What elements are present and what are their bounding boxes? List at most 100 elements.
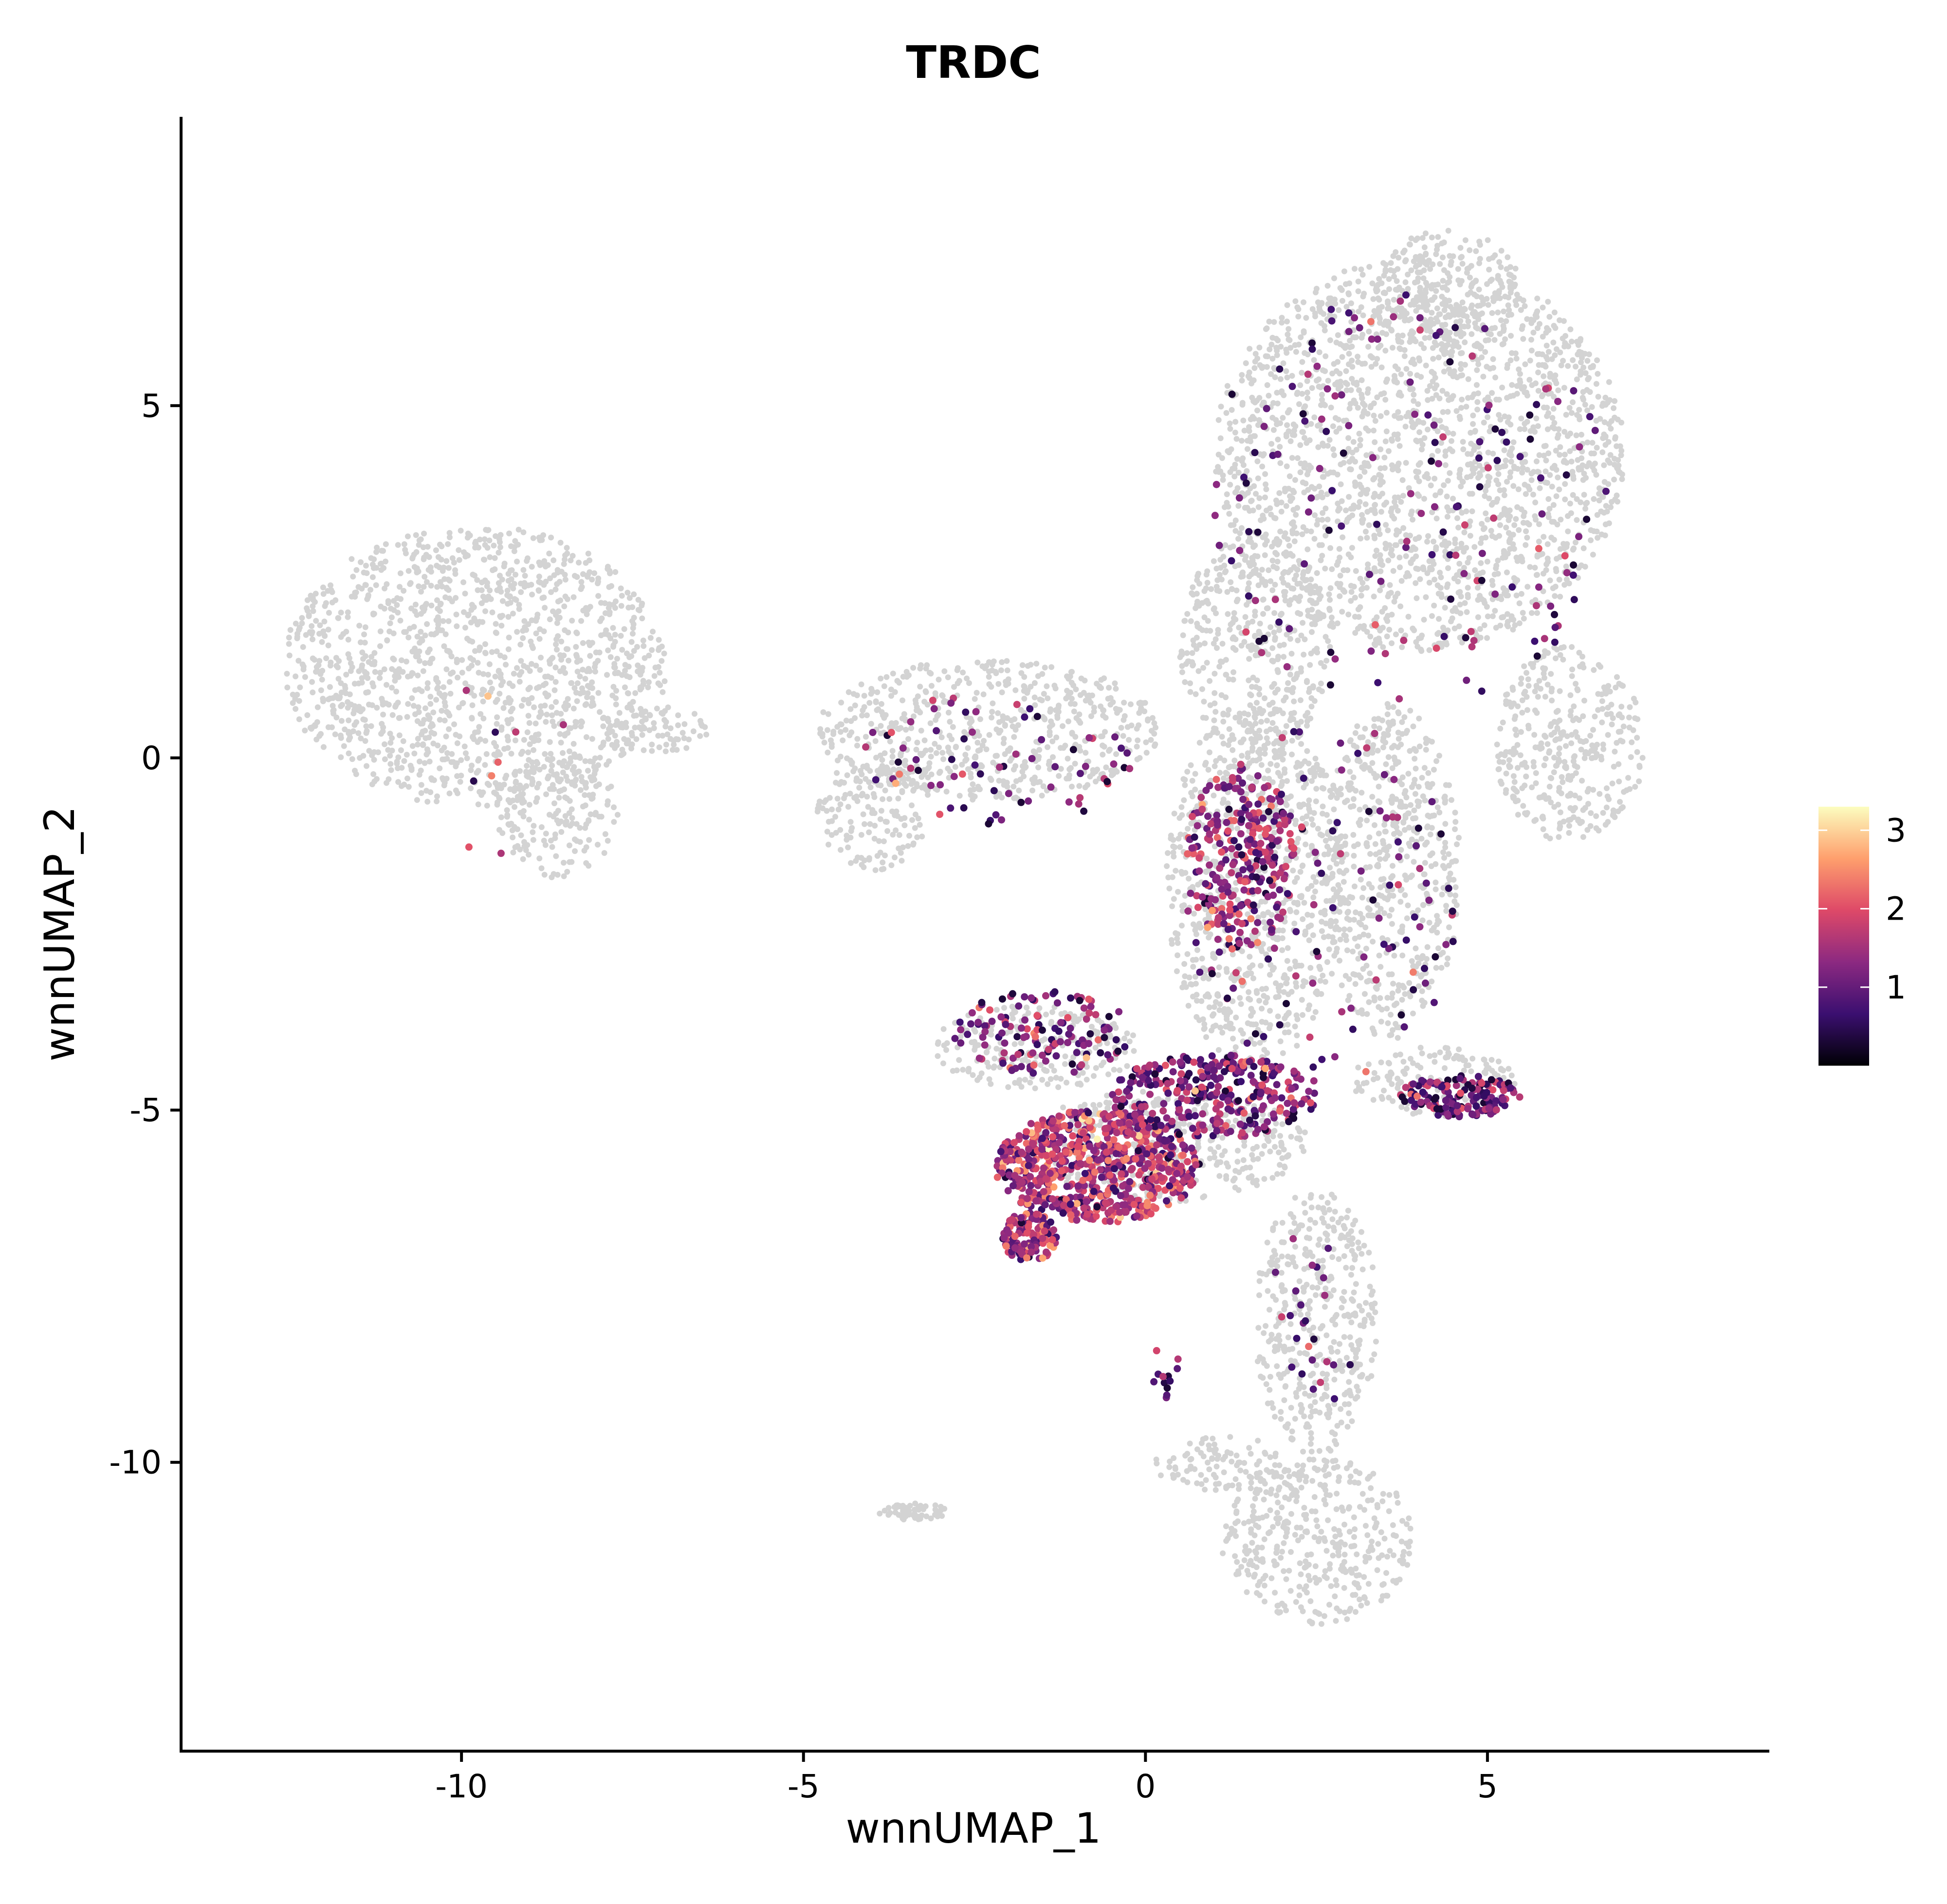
background-cell-point [1510,439,1517,445]
background-cell-point [1283,347,1289,353]
background-cell-point [394,758,400,765]
background-cell-point [1505,551,1511,557]
background-cell-point [873,698,879,704]
background-cell-point [286,634,292,641]
background-cell-point [573,644,579,650]
background-cell-point [446,726,452,732]
background-cell-point [1478,540,1484,546]
background-cell-point [553,699,559,705]
background-cell-point [967,787,974,794]
background-cell-point [618,752,625,758]
background-cell-point [1100,752,1106,758]
background-cell-point [1576,407,1582,413]
background-cell-point [1551,769,1557,776]
background-cell-point [1101,707,1107,714]
background-cell-point [524,763,530,769]
background-cell-point [1297,442,1304,448]
background-cell-point [1616,778,1622,785]
background-cell-point [330,702,336,709]
background-cell-point [1411,391,1417,398]
background-cell-point [541,871,548,878]
background-cell-point [496,690,503,697]
background-cell-point [1356,430,1362,437]
background-cell-point [570,740,577,747]
background-cell-point [293,620,299,627]
background-cell-point [1232,419,1239,425]
background-cell-point [1383,499,1390,506]
background-cell-point [918,662,924,668]
background-cell-point [441,684,447,690]
background-cell-point [1444,584,1450,590]
background-cell-point [1554,725,1561,731]
background-cell-point [1579,355,1585,361]
background-cell-point [501,560,508,567]
background-cell-point [1582,370,1589,376]
background-cell-point [1244,446,1250,452]
background-cell-point [1549,424,1556,430]
background-cell-point [956,793,963,799]
background-cell-point [856,785,863,791]
background-cell-point [418,790,424,796]
background-cell-point [1311,536,1318,542]
background-cell-point [521,584,528,590]
background-cell-point [322,633,328,639]
background-cell-point [397,584,403,590]
background-cell-point [618,633,624,639]
background-cell-point [535,731,542,738]
background-cell-point [1304,471,1310,478]
background-cell-point [874,689,881,695]
background-cell-point [1456,413,1463,420]
background-cell-point [1264,325,1270,332]
background-cell-point [1341,268,1347,275]
background-cell-point [1223,410,1230,416]
background-cell-point [404,714,410,720]
background-cell-point [504,592,511,598]
background-cell-point [881,838,887,845]
background-cell-point [995,710,1001,716]
background-cell-point [290,700,296,706]
background-cell-point [1476,260,1482,266]
background-cell-point [1427,383,1433,389]
background-cell-point [1447,470,1453,476]
background-cell-point [616,710,623,716]
background-cell-point [1600,741,1606,748]
background-cell-point [492,566,498,573]
background-cell-point [538,654,544,661]
background-cell-point [974,739,981,746]
background-cell-point [427,701,434,707]
background-cell-point [1505,312,1511,318]
background-cell-point [1385,300,1391,307]
background-cell-point [534,784,540,791]
background-cell-point [1408,335,1414,342]
background-cell-point [1602,394,1609,401]
background-cell-point [1375,295,1381,301]
background-cell-point [453,611,459,618]
background-cell-point [872,867,879,873]
background-cell-point [412,711,418,718]
background-cell-point [1499,385,1505,390]
background-cell-point [515,526,522,533]
background-cell-point [639,732,645,738]
background-cell-point [506,695,512,701]
background-cell-point [1244,468,1250,474]
background-cell-point [889,759,895,766]
background-cell-point [400,669,406,675]
background-cell-point [651,725,657,731]
background-cell-point [1301,405,1307,411]
background-cell-point [1440,409,1446,415]
background-cell-point [428,583,434,589]
background-cell-point [1391,296,1397,303]
background-cell-point [1515,486,1522,492]
background-cell-point [1304,395,1311,401]
background-cell-point [1357,437,1363,443]
background-cell-point [855,854,861,861]
background-cell-point [636,724,642,731]
background-cell-point [394,602,400,608]
background-cell-point [1457,601,1463,608]
background-cell-point [550,608,556,614]
background-cell-point [1574,517,1580,523]
background-cell-point [1126,737,1132,743]
background-cell-point [1443,301,1449,308]
background-cell-point [426,716,432,722]
background-cell-point [1248,438,1253,444]
